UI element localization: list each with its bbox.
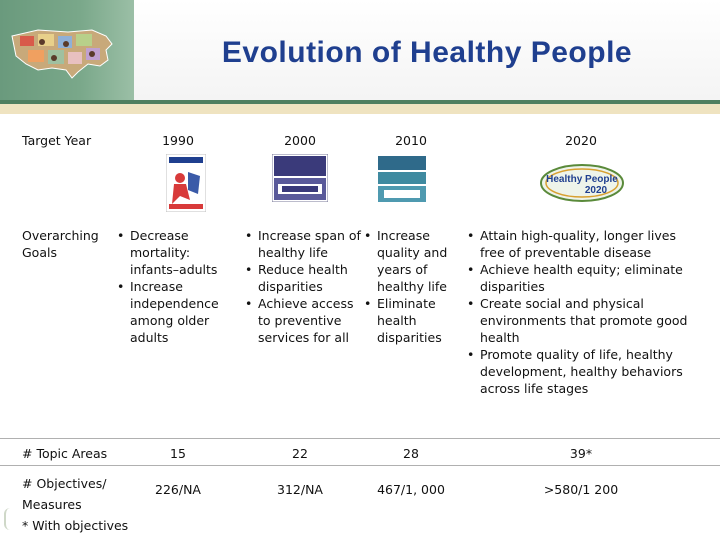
goals-2000-list: Increase span of healthy life Reduce hea… — [244, 227, 362, 346]
goal-2010-2: Eliminate health disparities — [363, 295, 459, 346]
topic-areas-1990: 15 — [170, 446, 186, 461]
goal-2000-2: Reduce health disparities — [244, 261, 362, 295]
goal-2020-4: Promote quality of life, healthy develop… — [466, 346, 702, 397]
footnote: * With objectives — [22, 518, 129, 533]
goals-2010-list: Increase quality and years of healthy li… — [363, 227, 459, 346]
topic-areas-2010: 28 — [403, 446, 419, 461]
goal-1990-1: Decrease mortality: infants–adults — [116, 227, 234, 278]
goal-2020-2: Achieve health equity; eliminate dispari… — [466, 261, 702, 295]
year-2010: 2010 — [395, 133, 427, 148]
year-2020: 2020 — [565, 133, 597, 148]
goals-1990-list: Decrease mortality: infants–adults Incre… — [116, 227, 234, 346]
year-2000: 2000 — [284, 133, 316, 148]
page-title: Evolution of Healthy People — [221, 36, 633, 69]
objectives-2010: 467/1, 000 — [377, 482, 445, 497]
topic-areas-2000: 22 — [292, 446, 308, 461]
row-label-target-year: Target Year — [22, 133, 92, 148]
goal-1990-2: Increase independence among older adults — [116, 278, 234, 346]
row-label-topic-areas: # Topic Areas — [22, 446, 108, 461]
hp1990-logo-icon — [166, 154, 206, 212]
goal-2010-1: Increase quality and years of healthy li… — [363, 227, 459, 295]
topic-areas-2020: 39* — [569, 446, 593, 461]
hp2020-logo-icon: Healthy People 2020 — [540, 164, 624, 202]
hp2020-logo-text: Healthy People — [546, 174, 618, 185]
hp2000-logo-icon — [272, 154, 328, 202]
goal-2020-3: Create social and physical environments … — [466, 295, 702, 346]
header-band — [134, 0, 720, 100]
goals-2020-list: Attain high-quality, longer lives free o… — [466, 227, 702, 397]
header-divider-accent — [0, 104, 720, 114]
row-divider — [0, 438, 720, 439]
hp2020-logo-year: 2020 — [585, 185, 608, 196]
goal-2000-1: Increase span of healthy life — [244, 227, 362, 261]
usa-map-icon — [11, 29, 113, 79]
goal-2020-1: Attain high-quality, longer lives free o… — [466, 227, 702, 261]
sidebar-header-block — [0, 0, 134, 100]
row-label-objectives: # Objectives/ Measures — [22, 476, 107, 512]
year-1990: 1990 — [162, 133, 194, 148]
bottom-accent — [4, 508, 10, 530]
objectives-2000: 312/NA — [277, 482, 323, 497]
hp2010-logo-icon — [376, 154, 428, 204]
row-divider — [0, 465, 720, 466]
row-label-goals: Overarching Goals — [22, 228, 99, 260]
header-divider — [0, 100, 720, 104]
objectives-2020: >580/1 200 — [543, 482, 619, 497]
goal-2000-3: Achieve access to preventive services fo… — [244, 295, 362, 346]
objectives-1990: 226/NA — [155, 482, 201, 497]
